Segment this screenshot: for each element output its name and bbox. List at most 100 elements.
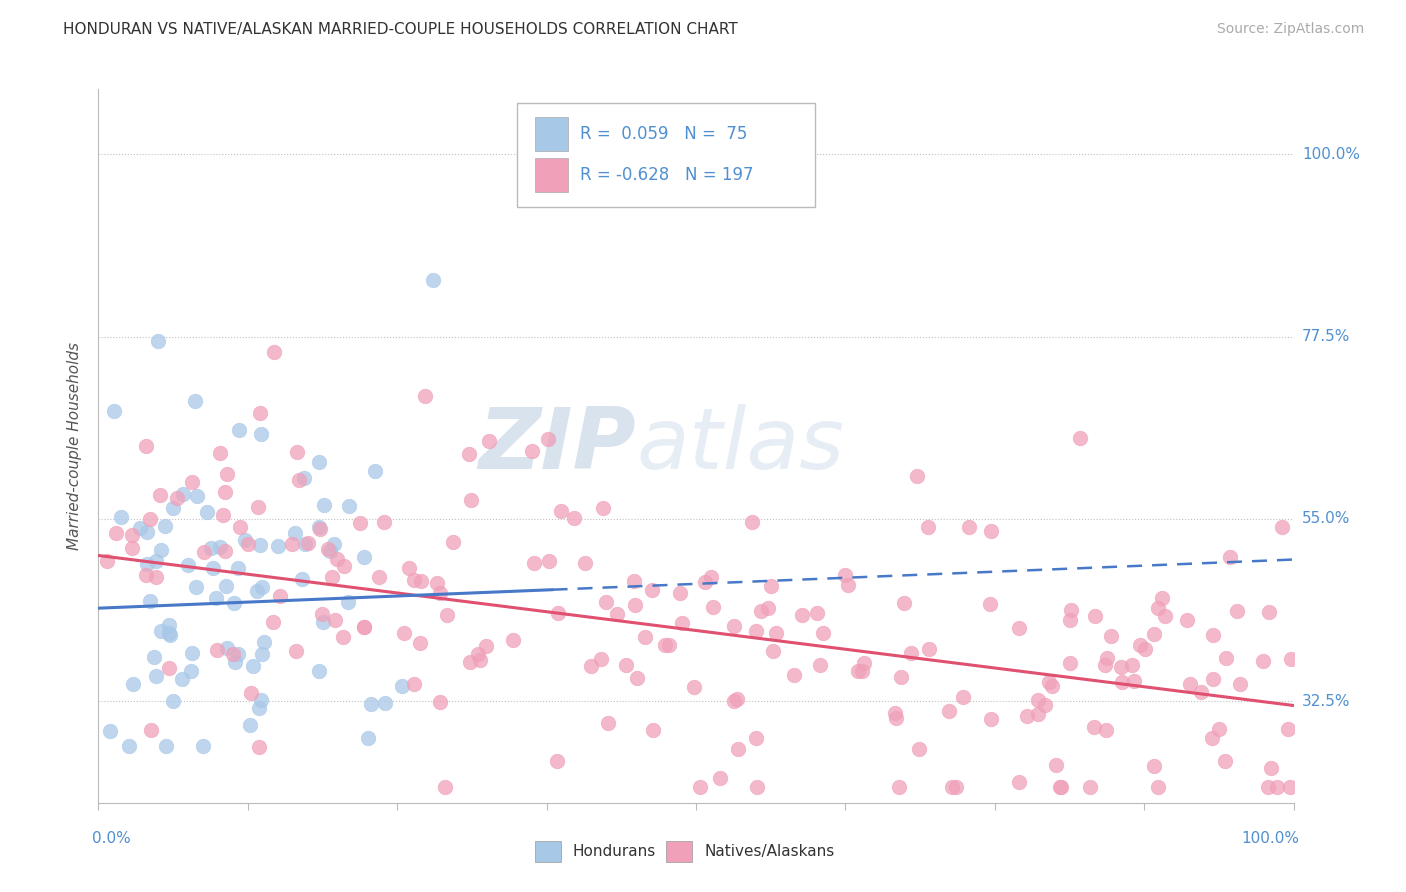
Point bbox=[312, 615, 335, 629]
Point bbox=[458, 446, 481, 460]
Point bbox=[1017, 708, 1039, 723]
Point bbox=[725, 692, 748, 706]
Point bbox=[222, 648, 245, 662]
Point bbox=[709, 772, 731, 786]
Point bbox=[792, 607, 814, 622]
Point bbox=[908, 742, 931, 756]
Point bbox=[118, 739, 141, 753]
Point bbox=[321, 570, 343, 584]
Point bbox=[837, 578, 859, 592]
Point bbox=[1153, 609, 1175, 624]
Point bbox=[281, 536, 304, 550]
Point bbox=[166, 491, 188, 505]
Point bbox=[105, 526, 128, 541]
Point bbox=[1202, 628, 1225, 642]
Y-axis label: Married-couple Households: Married-couple Households bbox=[67, 342, 83, 550]
Point bbox=[145, 570, 167, 584]
Point bbox=[756, 600, 779, 615]
Point bbox=[668, 586, 690, 600]
Point bbox=[250, 693, 273, 707]
Point bbox=[1281, 651, 1303, 665]
Point bbox=[433, 780, 456, 794]
Point bbox=[957, 520, 980, 534]
Point bbox=[1215, 651, 1237, 665]
Bar bbox=[666, 840, 692, 862]
Point bbox=[309, 523, 332, 537]
Point bbox=[249, 538, 271, 552]
Point bbox=[550, 504, 572, 518]
Point bbox=[294, 537, 316, 551]
Point bbox=[323, 613, 346, 627]
Point bbox=[429, 586, 451, 600]
Point bbox=[546, 754, 568, 768]
Point bbox=[1059, 657, 1081, 671]
Point bbox=[1045, 758, 1067, 772]
Point bbox=[357, 731, 380, 745]
Point bbox=[1007, 621, 1029, 635]
Point bbox=[723, 619, 745, 633]
Point bbox=[149, 543, 172, 558]
Point bbox=[589, 652, 612, 666]
Point bbox=[162, 501, 184, 516]
Point bbox=[181, 646, 204, 660]
Text: 55.0%: 55.0% bbox=[1302, 511, 1350, 526]
Point bbox=[208, 446, 231, 460]
Point bbox=[1257, 605, 1279, 619]
Point bbox=[247, 739, 270, 754]
Point bbox=[634, 631, 657, 645]
Point bbox=[671, 615, 693, 630]
Point bbox=[1265, 780, 1288, 794]
Point bbox=[1095, 650, 1118, 665]
Point bbox=[98, 724, 122, 739]
Point bbox=[149, 488, 172, 502]
Point bbox=[143, 649, 166, 664]
Point bbox=[246, 500, 269, 514]
Point bbox=[409, 636, 432, 650]
Text: 100.0%: 100.0% bbox=[1302, 146, 1360, 161]
Text: R = -0.628   N = 197: R = -0.628 N = 197 bbox=[581, 166, 754, 184]
Point bbox=[596, 715, 619, 730]
Point bbox=[641, 723, 664, 737]
Point bbox=[1008, 775, 1031, 789]
Point bbox=[409, 574, 432, 589]
Text: Hondurans: Hondurans bbox=[572, 844, 657, 859]
Point bbox=[626, 671, 648, 685]
Point bbox=[890, 669, 912, 683]
Point bbox=[905, 468, 928, 483]
Point bbox=[122, 677, 145, 691]
Point bbox=[1202, 673, 1225, 687]
Point bbox=[1111, 675, 1133, 690]
Point bbox=[239, 718, 262, 732]
Point bbox=[537, 554, 560, 568]
Point bbox=[624, 598, 647, 612]
Point bbox=[318, 544, 340, 558]
Point bbox=[267, 539, 290, 553]
Point bbox=[212, 508, 235, 522]
Point bbox=[853, 657, 876, 671]
Point bbox=[1175, 613, 1198, 627]
Text: Natives/Alaskans: Natives/Alaskans bbox=[704, 844, 835, 859]
Point bbox=[374, 696, 396, 710]
Point bbox=[153, 519, 176, 533]
Point bbox=[1229, 677, 1251, 691]
Point bbox=[316, 542, 339, 557]
Point bbox=[727, 742, 749, 756]
Point bbox=[1271, 520, 1294, 534]
Point bbox=[205, 643, 228, 657]
Point bbox=[308, 520, 330, 534]
Point bbox=[765, 626, 787, 640]
Point bbox=[614, 658, 637, 673]
Text: R =  0.059   N =  75: R = 0.059 N = 75 bbox=[581, 125, 748, 143]
Point bbox=[945, 780, 967, 794]
Point bbox=[308, 455, 330, 469]
Point bbox=[1215, 754, 1237, 768]
Point bbox=[215, 641, 238, 656]
Point bbox=[110, 510, 132, 524]
Point bbox=[214, 485, 236, 500]
Point bbox=[1042, 680, 1064, 694]
Point bbox=[783, 667, 806, 681]
Point bbox=[360, 697, 382, 711]
Text: HONDURAN VS NATIVE/ALASKAN MARRIED-COUPLE HOUSEHOLDS CORRELATION CHART: HONDURAN VS NATIVE/ALASKAN MARRIED-COUPL… bbox=[63, 22, 738, 37]
Point bbox=[242, 658, 264, 673]
Point bbox=[269, 589, 291, 603]
